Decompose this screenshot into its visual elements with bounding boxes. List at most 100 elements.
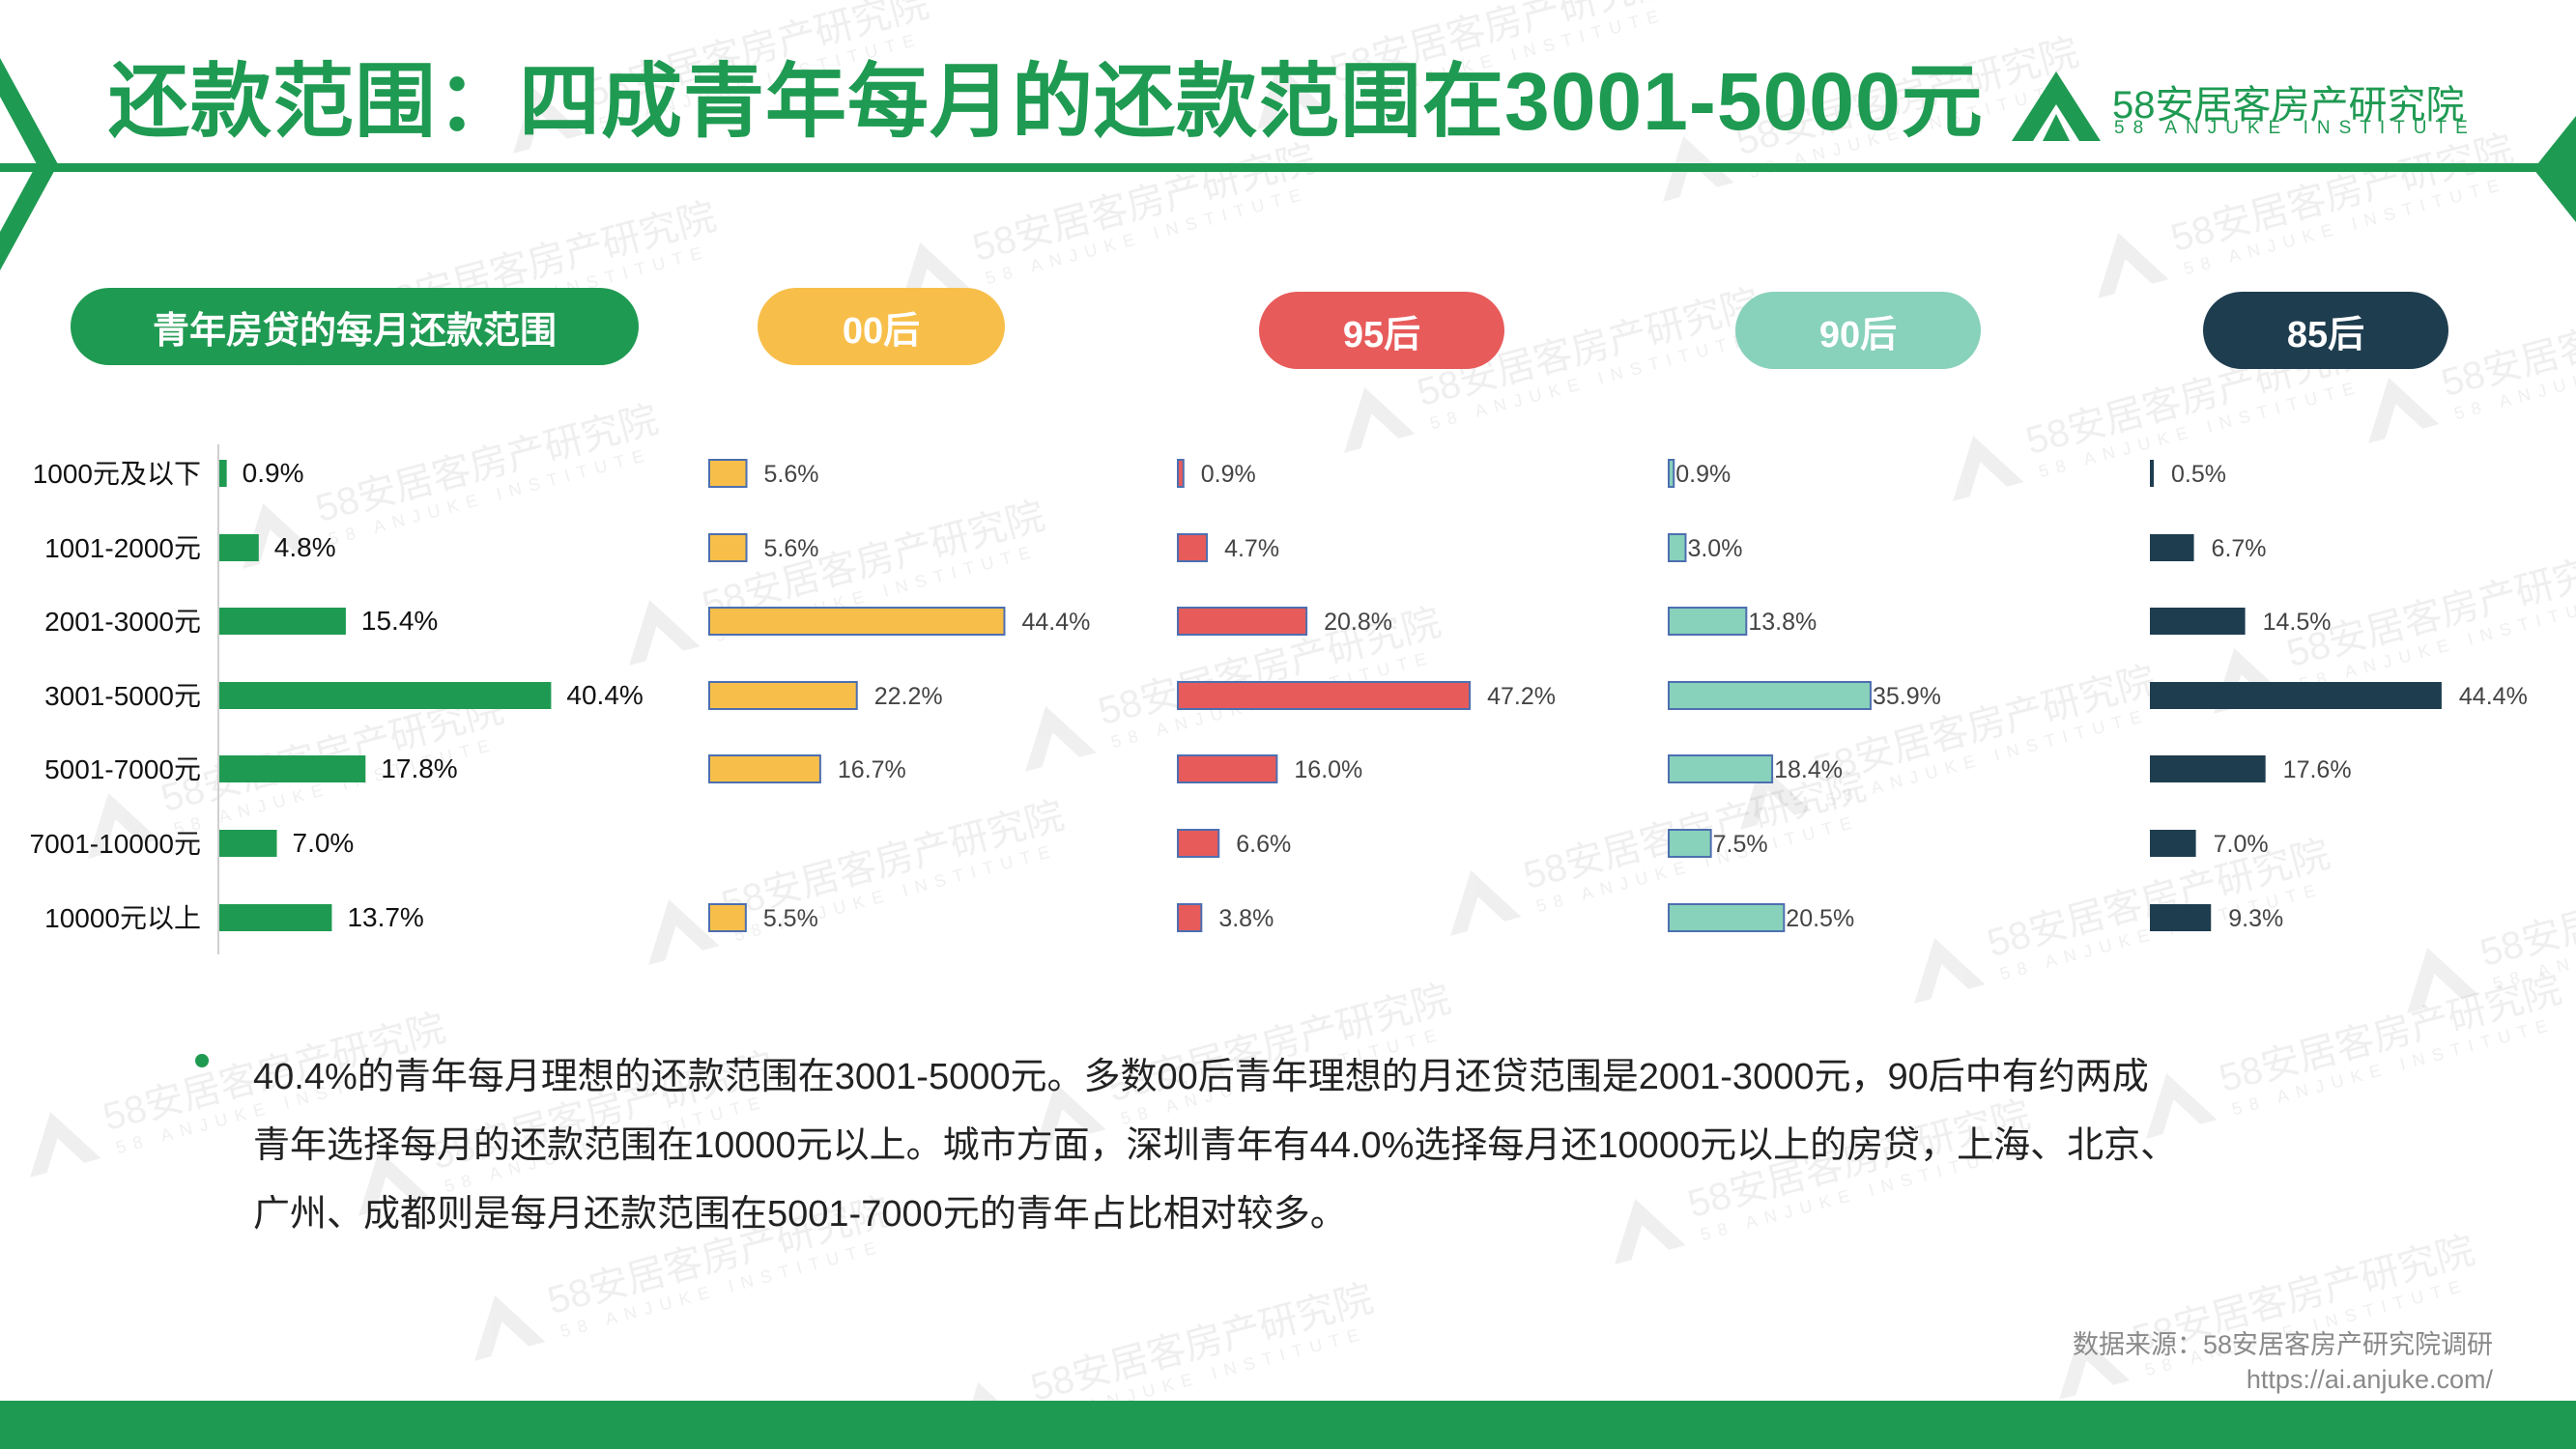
logo-subtitle: 58 ANJUKE INSTITUTE: [2114, 118, 2476, 138]
bar: [1177, 754, 1278, 783]
bar: [219, 682, 552, 709]
bar: [1668, 903, 1786, 932]
legend-pill-00: 00后: [758, 288, 1005, 365]
source-url[interactable]: https://ai.anjuke.com/: [2246, 1365, 2493, 1394]
bar: [2150, 460, 2154, 487]
data-label: 6.6%: [1236, 831, 1291, 858]
bar: [2150, 830, 2196, 857]
data-label: 14.5%: [2263, 609, 2332, 636]
data-label: 20.8%: [1324, 609, 1392, 636]
watermark-logo-icon: [648, 899, 720, 965]
watermark-logo-icon: [2368, 378, 2440, 443]
repayment-range-chart: 1000元及以下 1001-2000元 2001-3000元 3001-5000元 50…: [30, 444, 2528, 954]
watermark-logo-icon: [2059, 1334, 2131, 1400]
left-chevron-decoration: [0, 58, 58, 270]
bar: [708, 681, 858, 710]
logo: 58安居客房产研究院 58 ANJUKE INSTITUTE: [2012, 70, 2514, 147]
category-label: 1000元及以下: [33, 459, 201, 489]
header-divider: [0, 163, 2576, 172]
watermark-logo-icon: [2098, 233, 2169, 298]
category-label: 7001-10000元: [30, 829, 201, 859]
data-label: 44.4%: [1021, 609, 1090, 636]
category-label: 3001-5000元: [44, 681, 201, 711]
bullet-dot: [195, 1054, 209, 1067]
data-label: 7.0%: [293, 828, 355, 858]
bar: [708, 903, 747, 932]
logo-name: 58安居客房产研究院: [2112, 84, 2465, 127]
data-label: 7.0%: [2214, 831, 2269, 858]
data-label: 20.5%: [1786, 905, 1854, 932]
bar: [2150, 904, 2212, 931]
bar: [1668, 607, 1748, 636]
data-label: 17.6%: [2283, 756, 2352, 783]
watermark-logo-icon: [1257, 64, 1329, 129]
watermark-logo-icon: [513, 88, 585, 154]
watermark-logo-icon: [629, 600, 701, 666]
category-label: 5001-7000元: [44, 754, 201, 784]
data-label: 47.2%: [1487, 683, 1556, 710]
bar: [1668, 754, 1774, 783]
watermark-logo-icon: [2146, 1073, 2218, 1139]
source-text: 数据来源：58安居客房产研究院调研: [2072, 1330, 2493, 1359]
data-label: 7.5%: [1713, 831, 1768, 858]
bar: [219, 460, 227, 487]
watermark-logo-icon: [1035, 1083, 1106, 1149]
data-label: 3.0%: [1687, 535, 1742, 562]
bar: [1177, 829, 1220, 858]
bar: [1668, 829, 1712, 858]
category-label: 1001-2000元: [44, 533, 201, 563]
category-label: 2001-3000元: [44, 607, 201, 637]
watermark-logo-icon: [1953, 436, 2024, 501]
bar: [2150, 534, 2194, 561]
bar: [1668, 681, 1872, 710]
data-label: 5.6%: [764, 461, 819, 488]
bar: [708, 607, 1006, 636]
bar: [1177, 533, 1209, 562]
bar: [219, 904, 332, 931]
watermark-logo-icon: [88, 793, 159, 859]
bar: [2150, 682, 2442, 709]
footer-bar: [0, 1401, 2576, 1449]
data-label: 0.5%: [2171, 461, 2226, 488]
data-label: 18.4%: [1774, 756, 1843, 783]
data-label: 17.8%: [381, 753, 457, 783]
bar: [219, 608, 346, 635]
bar: [219, 534, 259, 561]
summary-line-3: 广州、成都则是每月还款范围在5001-7000元的青年占比相对较多。: [253, 1194, 1347, 1235]
bar: [219, 755, 366, 782]
bar: [2150, 608, 2246, 635]
data-label: 9.3%: [2228, 905, 2283, 932]
data-label: 22.2%: [874, 683, 943, 710]
legend-pill-95: 95后: [1259, 292, 1504, 369]
bar: [1177, 903, 1203, 932]
category-label: 10000元以上: [44, 903, 201, 933]
data-label: 16.0%: [1294, 756, 1362, 783]
watermark-logo-icon: [243, 503, 314, 569]
watermark-logo-icon: [1450, 870, 1522, 936]
watermark-logo-icon: [358, 1151, 430, 1216]
watermark-logo-icon: [1344, 387, 1416, 453]
data-label: 35.9%: [1873, 683, 1941, 710]
legend-pill-overall: 青年房贷的每月还款范围: [71, 288, 639, 365]
watermark-logo-icon: [1615, 1199, 1686, 1264]
watermark-logo-icon: [2407, 948, 2478, 1013]
summary-line-1: 40.4%的青年每月理想的还款范围在3001-5000元。多数00后青年理想的月…: [253, 1057, 2149, 1097]
data-label: 40.4%: [566, 680, 643, 710]
logo-mark-icon: [2012, 71, 2101, 141]
watermark-logo-icon: [30, 1112, 101, 1178]
watermark-logo-icon: [474, 1295, 546, 1361]
page-title: 还款范围：四成青年每月的还款范围在3001-5000元: [108, 56, 1984, 147]
bar: [219, 830, 277, 857]
bar: [1177, 607, 1308, 636]
data-label: 0.9%: [1201, 461, 1256, 488]
legend-pill-90: 90后: [1735, 292, 1981, 369]
bar: [1668, 459, 1675, 488]
bar: [708, 459, 748, 488]
bar: [1177, 459, 1185, 488]
bar: [708, 533, 748, 562]
bar: [2150, 755, 2266, 782]
data-label: 0.9%: [1675, 461, 1731, 488]
data-label: 0.9%: [243, 458, 304, 488]
